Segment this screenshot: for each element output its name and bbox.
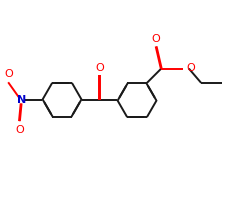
Text: O: O	[95, 63, 104, 73]
Text: O: O	[15, 125, 24, 135]
Text: N: N	[17, 95, 26, 105]
Text: O: O	[186, 63, 195, 73]
Text: O: O	[152, 34, 161, 44]
Text: O: O	[5, 69, 13, 79]
